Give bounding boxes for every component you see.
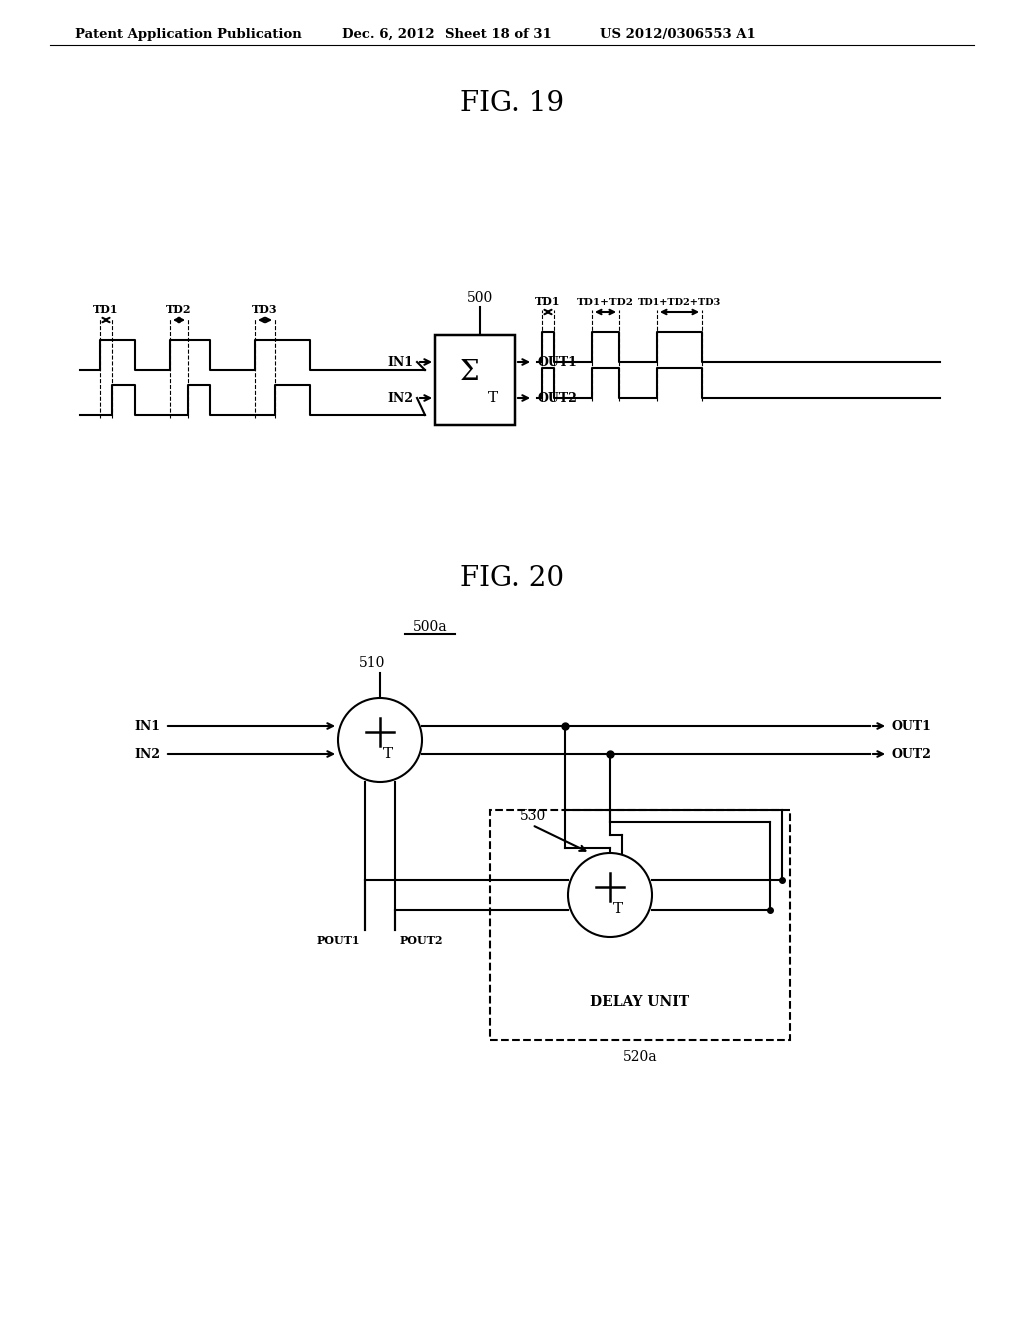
Text: OUT1: OUT1: [537, 355, 577, 368]
Text: POUT2: POUT2: [400, 935, 443, 946]
Text: FIG. 20: FIG. 20: [460, 565, 564, 591]
Text: TD2: TD2: [166, 304, 191, 315]
Text: Patent Application Publication: Patent Application Publication: [75, 28, 302, 41]
Text: IN2: IN2: [134, 747, 160, 760]
Text: OUT1: OUT1: [892, 719, 932, 733]
Text: 530: 530: [520, 809, 546, 822]
Text: T: T: [613, 902, 623, 916]
Text: OUT2: OUT2: [892, 747, 932, 760]
Circle shape: [338, 698, 422, 781]
Circle shape: [568, 853, 652, 937]
Text: 500a: 500a: [413, 620, 447, 634]
Text: TD3: TD3: [252, 304, 278, 315]
Text: 510: 510: [358, 656, 385, 671]
Text: IN2: IN2: [387, 392, 413, 404]
Text: 500: 500: [467, 290, 494, 305]
Text: T: T: [383, 747, 393, 762]
Text: TD1: TD1: [536, 296, 561, 308]
Text: OUT2: OUT2: [537, 392, 577, 404]
Text: Σ: Σ: [460, 359, 480, 385]
Text: TD1: TD1: [93, 304, 119, 315]
Text: DELAY UNIT: DELAY UNIT: [591, 995, 689, 1008]
Text: FIG. 19: FIG. 19: [460, 90, 564, 117]
Bar: [435, 335, 515, 425]
Text: 520a: 520a: [623, 1049, 657, 1064]
Text: TD1+TD2+TD3: TD1+TD2+TD3: [638, 298, 721, 308]
Text: IN1: IN1: [134, 719, 160, 733]
Text: TD1+TD2: TD1+TD2: [577, 298, 634, 308]
Text: POUT1: POUT1: [316, 935, 360, 946]
Text: T: T: [488, 391, 498, 405]
Bar: [490, 810, 790, 1040]
Text: Dec. 6, 2012: Dec. 6, 2012: [342, 28, 434, 41]
Text: IN1: IN1: [387, 355, 413, 368]
Text: Sheet 18 of 31: Sheet 18 of 31: [445, 28, 552, 41]
Text: US 2012/0306553 A1: US 2012/0306553 A1: [600, 28, 756, 41]
